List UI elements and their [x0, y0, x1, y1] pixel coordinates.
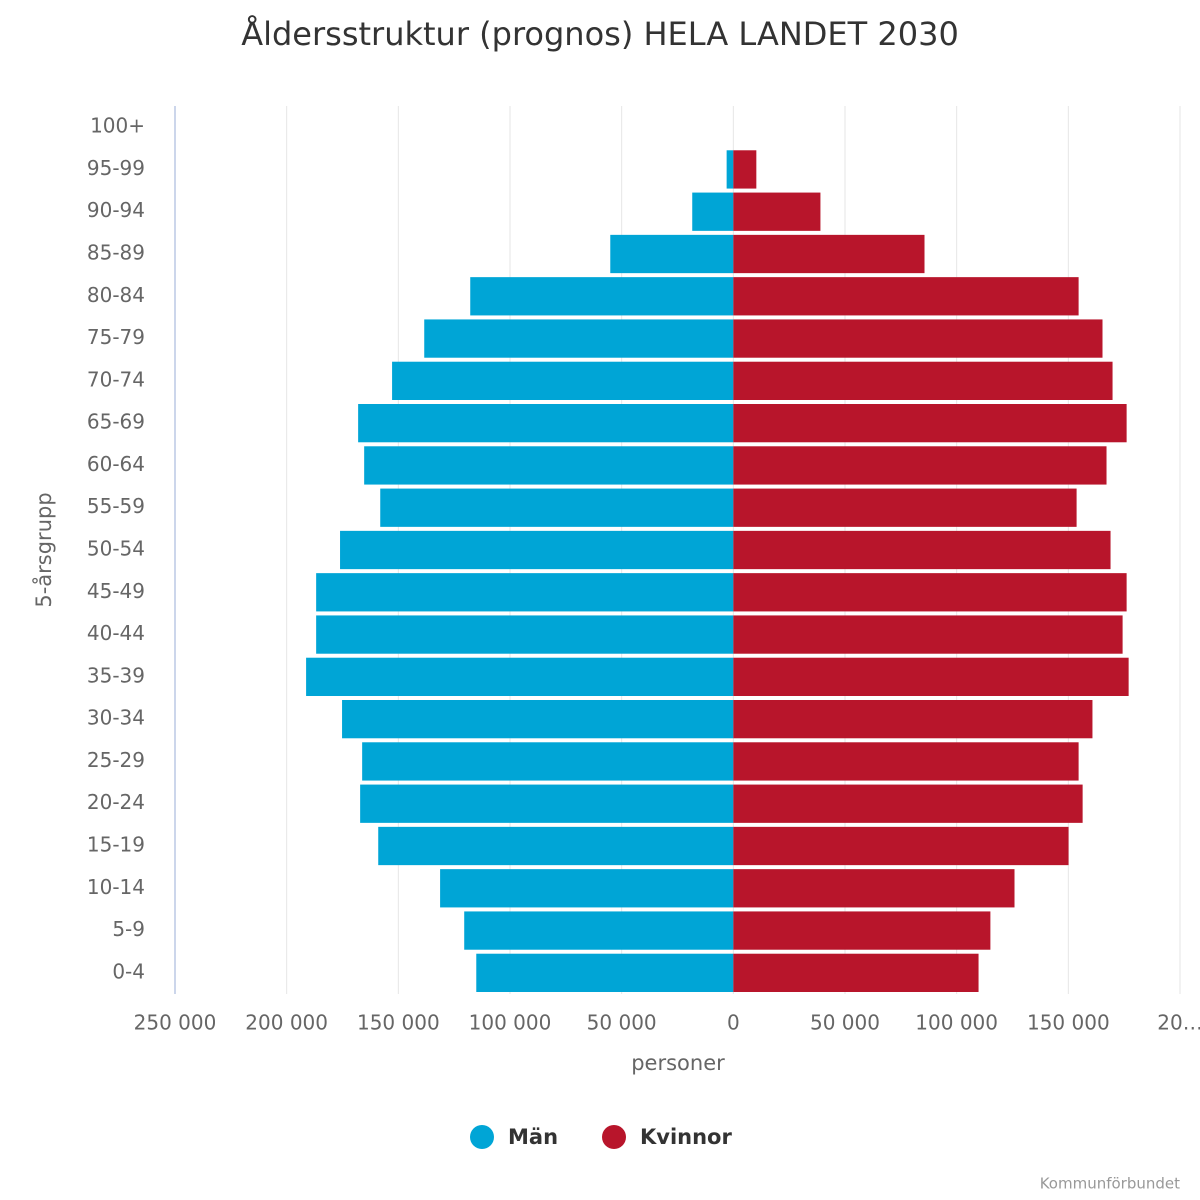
- y-tick-label: 90-94: [87, 198, 145, 222]
- bar: [340, 530, 734, 570]
- bar: [733, 911, 991, 950]
- legend-label: Kvinnor: [640, 1125, 732, 1149]
- bar: [733, 953, 979, 992]
- bar: [362, 742, 734, 781]
- y-tick-label: 5-9: [112, 917, 145, 941]
- bar: [392, 361, 734, 400]
- y-tick-label: 80-84: [87, 283, 145, 307]
- y-tick-label: 30-34: [87, 706, 145, 730]
- y-tick-label: 85-89: [87, 241, 145, 265]
- bar: [316, 615, 734, 654]
- chart-title: Åldersstruktur (prognos) HELA LANDET 203…: [241, 15, 959, 53]
- bar: [476, 953, 734, 992]
- bar: [424, 319, 734, 358]
- legend-marker: [602, 1125, 626, 1149]
- legend-marker: [470, 1125, 494, 1149]
- x-tick-label: 100 000: [469, 1011, 552, 1035]
- y-tick-label: 45-49: [87, 579, 145, 603]
- x-tick-label: 150 000: [357, 1011, 440, 1035]
- bar: [733, 319, 1103, 358]
- y-tick-label: 20-24: [87, 790, 145, 814]
- bar: [733, 742, 1079, 781]
- x-tick-label: 50 000: [810, 1011, 880, 1035]
- y-axis-label: 5-årsgrupp: [31, 492, 56, 607]
- bar: [470, 277, 734, 316]
- x-tick-label: 200 000: [245, 1011, 328, 1035]
- bar: [733, 234, 925, 274]
- x-tick-label: 150 000: [1027, 1011, 1110, 1035]
- bar: [378, 826, 734, 866]
- bar: [380, 488, 734, 527]
- bar: [692, 192, 734, 231]
- bar: [733, 530, 1111, 570]
- y-tick-label: 100+: [90, 114, 145, 138]
- bar: [733, 446, 1107, 485]
- y-tick-label: 40-44: [87, 621, 145, 645]
- bar: [733, 573, 1127, 612]
- y-tick-label: 65-69: [87, 410, 145, 434]
- y-tick-label: 50-54: [87, 537, 145, 561]
- y-tick-label: 10-14: [87, 875, 145, 899]
- y-tick-label: 0-4: [112, 959, 145, 983]
- bar: [733, 404, 1127, 443]
- y-tick-label: 75-79: [87, 325, 145, 349]
- x-tick-label: 250 000: [134, 1011, 217, 1035]
- x-axis-label: personer: [631, 1051, 725, 1075]
- bar: [306, 657, 734, 696]
- bar: [733, 192, 821, 231]
- bar: [440, 869, 734, 908]
- bar: [733, 150, 757, 189]
- bar: [342, 700, 734, 739]
- bar: [733, 361, 1113, 400]
- x-tick-label: 0: [727, 1011, 740, 1035]
- bar: [733, 784, 1083, 823]
- x-tick-label: 20…: [1157, 1011, 1200, 1035]
- x-tick-label: 50 000: [587, 1011, 657, 1035]
- bar: [733, 657, 1129, 696]
- legend-label: Män: [508, 1125, 558, 1149]
- bar: [726, 150, 734, 189]
- bar: [733, 277, 1079, 316]
- y-tick-label: 15-19: [87, 833, 145, 857]
- y-tick-label: 25-29: [87, 748, 145, 772]
- y-tick-label: 70-74: [87, 367, 145, 391]
- bar: [364, 446, 734, 485]
- bar: [360, 784, 734, 823]
- y-tick-label: 55-59: [87, 494, 145, 518]
- bar: [464, 911, 734, 950]
- bar: [316, 573, 734, 612]
- bar: [733, 488, 1077, 527]
- y-tick-label: 60-64: [87, 452, 145, 476]
- bar: [358, 404, 734, 443]
- credit: Kommunförbundet: [1040, 1175, 1180, 1193]
- y-tick-label: 95-99: [87, 156, 145, 180]
- bar: [610, 234, 734, 274]
- bar: [733, 826, 1069, 866]
- x-tick-label: 100 000: [915, 1011, 998, 1035]
- bar: [733, 869, 1015, 908]
- y-tick-label: 35-39: [87, 663, 145, 687]
- bar: [733, 700, 1093, 739]
- bar: [733, 615, 1123, 654]
